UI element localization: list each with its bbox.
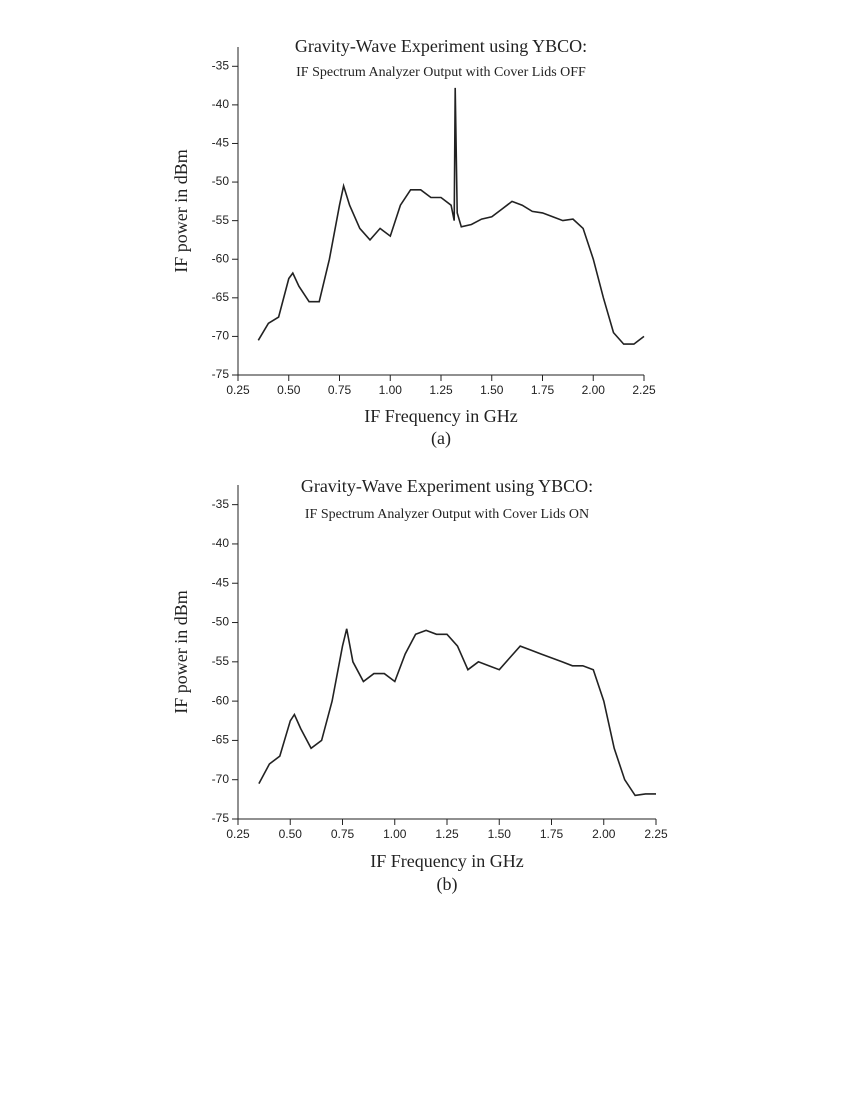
y-tick-label: -45 xyxy=(212,575,230,589)
x-tick-label: 1.25 xyxy=(429,383,453,397)
chart-subtitle: IF Spectrum Analyzer Output with Cover L… xyxy=(305,507,589,522)
y-tick-label: -55 xyxy=(212,213,230,227)
caption: (a) xyxy=(431,428,451,449)
y-tick-label: -75 xyxy=(212,811,230,825)
chart-title: Gravity-Wave Experiment using YBCO: xyxy=(295,36,587,56)
x-tick-label: 0.75 xyxy=(328,383,352,397)
y-tick-label: -75 xyxy=(212,367,230,381)
y-axis-label: IF power in dBm xyxy=(171,590,191,714)
x-tick-label: 1.00 xyxy=(379,383,403,397)
x-tick-label: 1.25 xyxy=(435,827,459,841)
y-tick-label: -40 xyxy=(212,536,230,550)
y-tick-label: -60 xyxy=(212,251,230,265)
y-tick-label: -65 xyxy=(212,290,230,304)
y-tick-label: -55 xyxy=(212,654,230,668)
x-tick-label: 0.25 xyxy=(226,827,250,841)
x-tick-label: 2.25 xyxy=(632,383,656,397)
x-tick-label: 1.50 xyxy=(488,827,512,841)
x-tick-label: 1.75 xyxy=(540,827,564,841)
caption: (b) xyxy=(437,874,458,895)
y-tick-label: -65 xyxy=(212,733,230,747)
x-tick-label: 0.50 xyxy=(277,383,301,397)
x-axis-label: IF Frequency in GHz xyxy=(370,851,523,871)
y-tick-label: -50 xyxy=(212,615,230,629)
x-tick-label: 1.50 xyxy=(480,383,504,397)
x-tick-label: 0.75 xyxy=(331,827,355,841)
x-tick-label: 1.00 xyxy=(383,827,407,841)
y-tick-label: -60 xyxy=(212,693,230,707)
x-tick-label: 0.25 xyxy=(226,383,250,397)
x-axis-label: IF Frequency in GHz xyxy=(364,406,517,426)
x-tick-label: 2.00 xyxy=(592,827,616,841)
x-tick-label: 0.50 xyxy=(279,827,303,841)
y-tick-label: -45 xyxy=(212,136,230,150)
data-line xyxy=(258,628,656,797)
data-line xyxy=(257,87,645,345)
y-tick-label: -50 xyxy=(212,174,230,188)
x-tick-label: 2.00 xyxy=(582,383,606,397)
chart-subtitle: IF Spectrum Analyzer Output with Cover L… xyxy=(296,65,586,80)
x-tick-label: 2.25 xyxy=(644,827,668,841)
y-axis-label: IF power in dBm xyxy=(171,149,191,273)
y-tick-label: -40 xyxy=(212,97,230,111)
y-tick-label: -35 xyxy=(212,497,230,511)
chart-title: Gravity-Wave Experiment using YBCO: xyxy=(301,476,593,496)
y-tick-label: -70 xyxy=(212,772,230,786)
y-tick-label: -70 xyxy=(212,329,230,343)
y-tick-label: -35 xyxy=(212,58,230,72)
x-tick-label: 1.75 xyxy=(531,383,555,397)
